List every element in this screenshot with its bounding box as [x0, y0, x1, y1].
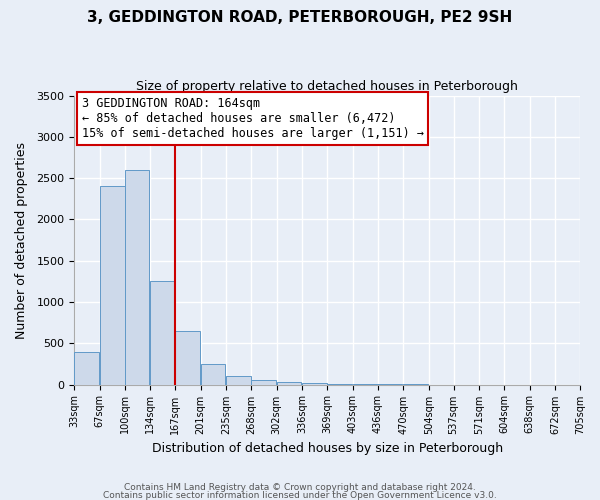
Bar — [100, 186, 125, 384]
Title: Size of property relative to detached houses in Peterborough: Size of property relative to detached ho… — [136, 80, 518, 93]
Text: 3, GEDDINGTON ROAD, PETERBOROUGH, PE2 9SH: 3, GEDDINGTON ROAD, PETERBOROUGH, PE2 9S… — [88, 10, 512, 25]
Bar — [125, 170, 149, 384]
Bar — [251, 380, 276, 384]
Bar — [74, 352, 99, 384]
Bar — [226, 376, 251, 384]
Bar — [302, 383, 327, 384]
Bar — [277, 382, 301, 384]
Bar — [150, 282, 175, 385]
Bar — [200, 364, 226, 384]
Text: Contains HM Land Registry data © Crown copyright and database right 2024.: Contains HM Land Registry data © Crown c… — [124, 484, 476, 492]
Bar — [175, 331, 200, 384]
Y-axis label: Number of detached properties: Number of detached properties — [15, 142, 28, 338]
Text: 3 GEDDINGTON ROAD: 164sqm
← 85% of detached houses are smaller (6,472)
15% of se: 3 GEDDINGTON ROAD: 164sqm ← 85% of detac… — [82, 97, 424, 140]
X-axis label: Distribution of detached houses by size in Peterborough: Distribution of detached houses by size … — [152, 442, 503, 455]
Text: Contains public sector information licensed under the Open Government Licence v3: Contains public sector information licen… — [103, 490, 497, 500]
